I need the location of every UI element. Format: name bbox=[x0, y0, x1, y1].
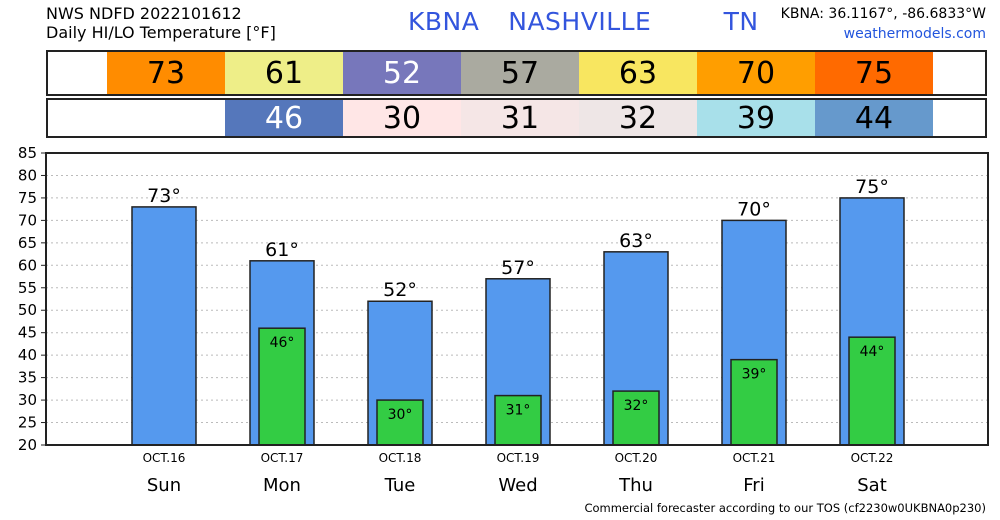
high-bar-label: 52° bbox=[383, 279, 417, 301]
day-label: Sat bbox=[857, 475, 887, 496]
high-bar-label: 75° bbox=[855, 176, 889, 198]
high-bar-label: 63° bbox=[619, 230, 653, 252]
y-tick-label: 35 bbox=[18, 369, 37, 387]
high-temp-cell-4: 63 bbox=[579, 52, 697, 94]
low-bar-label: 32° bbox=[624, 398, 649, 414]
high-temp-cell-2: 52 bbox=[343, 52, 461, 94]
y-tick-label: 25 bbox=[18, 414, 37, 432]
low-temp-cell-4: 32 bbox=[579, 100, 697, 136]
day-label: Sun bbox=[147, 475, 181, 496]
low-bar bbox=[258, 327, 306, 446]
date-label: OCT.22 bbox=[851, 451, 894, 465]
day-label: Mon bbox=[263, 475, 301, 496]
high-bar-label: 61° bbox=[265, 239, 299, 261]
low-temp-cell-6: 44 bbox=[815, 100, 933, 136]
high-bar-label: 57° bbox=[501, 257, 535, 279]
y-tick-label: 70 bbox=[18, 211, 37, 229]
high-bar-label: 70° bbox=[737, 198, 771, 220]
header-right: KBNA: 36.1167°, -86.6833°W weathermodels… bbox=[781, 4, 986, 44]
station-coords: KBNA: 36.1167°, -86.6833°W bbox=[780, 6, 986, 22]
model-run-label: NWS NDFD 2022101612 bbox=[46, 4, 242, 23]
product-label: Daily HI/LO Temperature [°F] bbox=[46, 23, 276, 42]
y-tick-label: 60 bbox=[18, 256, 37, 274]
y-tick-label: 80 bbox=[18, 166, 37, 184]
low-bar-label: 44° bbox=[860, 344, 885, 360]
day-label: Thu bbox=[618, 475, 653, 496]
low-temp-cell-3: 31 bbox=[461, 100, 579, 136]
date-label: OCT.16 bbox=[143, 451, 186, 465]
high-temp-cell-3: 57 bbox=[461, 52, 579, 94]
y-tick-label: 65 bbox=[18, 234, 37, 252]
low-bar bbox=[730, 358, 778, 446]
low-temp-cell-5: 39 bbox=[697, 100, 815, 136]
footer-note: Commercial forecaster according to our T… bbox=[584, 501, 986, 515]
day-label: Wed bbox=[498, 475, 537, 496]
date-label: OCT.19 bbox=[497, 451, 540, 465]
station-title: KBNA NASHVILLE TN bbox=[408, 7, 759, 36]
plot-border bbox=[45, 152, 989, 446]
low-bar-label: 30° bbox=[388, 407, 413, 423]
low-bar-label: 46° bbox=[270, 335, 295, 351]
low-bar-label: 31° bbox=[506, 403, 531, 419]
high-temp-strip: 73 61 52 57 63 70 75 bbox=[46, 50, 987, 96]
low-bar bbox=[612, 390, 660, 446]
high-temp-cell-1: 61 bbox=[225, 52, 343, 94]
y-tick-label: 75 bbox=[18, 189, 37, 207]
day-label: Fri bbox=[743, 475, 764, 496]
date-label: OCT.17 bbox=[261, 451, 304, 465]
y-tick-label: 85 bbox=[18, 144, 37, 162]
low-bar-label: 39° bbox=[742, 367, 767, 383]
low-temp-cell-0 bbox=[107, 100, 225, 136]
low-temp-cell-1: 46 bbox=[225, 100, 343, 136]
high-bar bbox=[131, 206, 197, 446]
low-bar bbox=[376, 399, 424, 446]
y-tick-label: 40 bbox=[18, 346, 37, 364]
high-temp-cell-5: 70 bbox=[697, 52, 815, 94]
header-info: NWS NDFD 2022101612 Daily HI/LO Temperat… bbox=[46, 4, 276, 42]
date-label: OCT.21 bbox=[733, 451, 776, 465]
y-tick-label: 20 bbox=[18, 436, 37, 454]
y-tick-label: 30 bbox=[18, 391, 37, 409]
date-label: OCT.18 bbox=[379, 451, 422, 465]
high-bar-label: 73° bbox=[147, 185, 181, 207]
y-tick-label: 45 bbox=[18, 324, 37, 342]
low-temp-cell-2: 30 bbox=[343, 100, 461, 136]
y-tick-label: 55 bbox=[18, 279, 37, 297]
day-label: Tue bbox=[384, 475, 416, 496]
high-temp-cell-6: 75 bbox=[815, 52, 933, 94]
high-temp-cell-0: 73 bbox=[107, 52, 225, 94]
low-temp-strip: 46 30 31 32 39 44 bbox=[46, 98, 987, 138]
date-label: OCT.20 bbox=[615, 451, 658, 465]
y-tick-label: 50 bbox=[18, 301, 37, 319]
site-link[interactable]: weathermodels.com bbox=[843, 26, 986, 42]
